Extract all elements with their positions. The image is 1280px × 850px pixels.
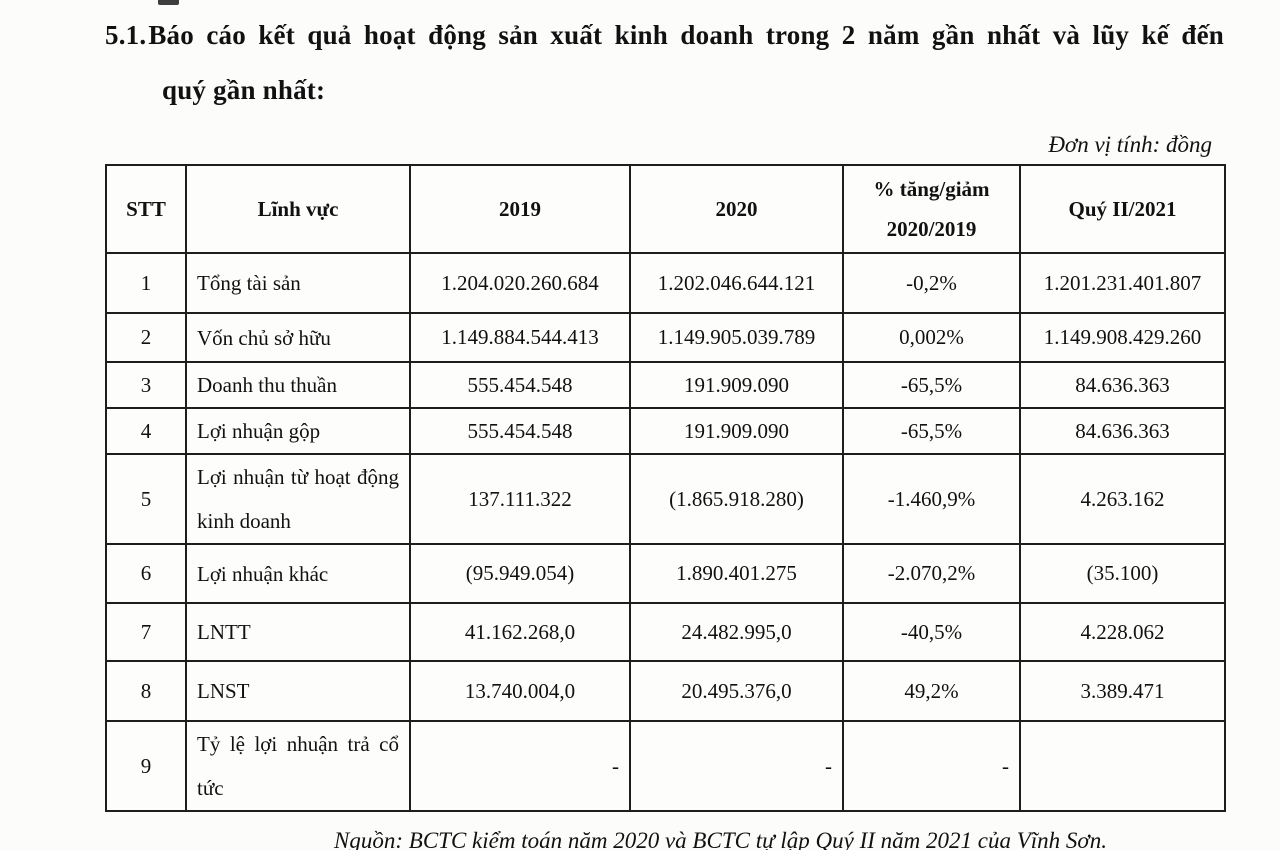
row-number-cell: 5	[105, 453, 187, 545]
row-number-cell: 4	[105, 407, 187, 455]
row-number-cell: 9	[105, 720, 187, 812]
table-row: 3 Doanh thu thuần 555.454.548 191.909.09…	[105, 361, 1226, 409]
table-row: 7 LNTT 41.162.268,0 24.482.995,0 -40,5% …	[105, 602, 1226, 662]
value-2019-cell: 1.204.020.260.684	[409, 252, 631, 314]
value-2019-cell: -	[409, 720, 631, 812]
field-label-cell: Lợi nhuận gộp	[185, 407, 411, 455]
column-header-q2-2021: Quý II/2021	[1019, 164, 1226, 254]
scan-artifact	[158, 0, 179, 5]
source-note: Nguồn: BCTC kiểm toán năm 2020 và BCTC t…	[334, 828, 1107, 850]
value-pct-cell: -40,5%	[842, 602, 1021, 662]
value-pct-cell: 49,2%	[842, 660, 1021, 722]
value-pct-cell: -1.460,9%	[842, 453, 1021, 545]
value-q2-cell: (35.100)	[1019, 543, 1226, 604]
value-2020-cell: 1.202.046.644.121	[629, 252, 844, 314]
unit-label: Đơn vị tính: đồng	[1048, 132, 1212, 157]
value-2019-cell: 555.454.548	[409, 407, 631, 455]
value-2020-cell: -	[629, 720, 844, 812]
row-number-cell: 1	[105, 252, 187, 314]
column-header-stt: STT	[105, 164, 187, 254]
value-2020-cell: 191.909.090	[629, 407, 844, 455]
value-q2-cell: 4.263.162	[1019, 453, 1226, 545]
value-2019-cell: 41.162.268,0	[409, 602, 631, 662]
value-2020-cell: 24.482.995,0	[629, 602, 844, 662]
table-header-row: STT Lĩnh vực 2019 2020 % tăng/giảm 2020/…	[105, 164, 1226, 254]
section-heading-text: Báo cáo kết quả hoạt động sản xuất kinh …	[148, 20, 1224, 50]
column-header-2020: 2020	[629, 164, 844, 254]
value-q2-cell: 1.149.908.429.260	[1019, 312, 1226, 363]
field-label-cell: Tổng tài sản	[185, 252, 411, 314]
row-number-cell: 6	[105, 543, 187, 604]
value-2019-cell: 555.454.548	[409, 361, 631, 409]
field-label-cell: Lợi nhuận từ hoạt động kinh doanh	[185, 453, 411, 545]
value-q2-cell: 3.389.471	[1019, 660, 1226, 722]
value-2020-cell: (1.865.918.280)	[629, 453, 844, 545]
value-2020-cell: 20.495.376,0	[629, 660, 844, 722]
table-row: 9 Tỷ lệ lợi nhuận trả cổ tức - - -	[105, 720, 1226, 812]
field-label-cell: Tỷ lệ lợi nhuận trả cổ tức	[185, 720, 411, 812]
table-row: 6 Lợi nhuận khác (95.949.054) 1.890.401.…	[105, 543, 1226, 604]
financial-results-table: STT Lĩnh vực 2019 2020 % tăng/giảm 2020/…	[105, 164, 1226, 812]
value-pct-cell: -2.070,2%	[842, 543, 1021, 604]
table-row: 2 Vốn chủ sở hữu 1.149.884.544.413 1.149…	[105, 312, 1226, 363]
value-pct-cell: -65,5%	[842, 407, 1021, 455]
column-header-pct-change: % tăng/giảm 2020/2019	[842, 164, 1021, 254]
value-2020-cell: 1.149.905.039.789	[629, 312, 844, 363]
value-2019-cell: 13.740.004,0	[409, 660, 631, 722]
row-number-cell: 2	[105, 312, 187, 363]
column-header-field: Lĩnh vực	[185, 164, 411, 254]
value-q2-cell: 4.228.062	[1019, 602, 1226, 662]
field-label-cell: LNTT	[185, 602, 411, 662]
table-row: 8 LNST 13.740.004,0 20.495.376,0 49,2% 3…	[105, 660, 1226, 722]
value-2019-cell: (95.949.054)	[409, 543, 631, 604]
table-row: 1 Tổng tài sản 1.204.020.260.684 1.202.0…	[105, 252, 1226, 314]
value-q2-cell: 1.201.231.401.807	[1019, 252, 1226, 314]
value-q2-cell	[1019, 720, 1226, 812]
column-header-2019: 2019	[409, 164, 631, 254]
value-q2-cell: 84.636.363	[1019, 361, 1226, 409]
value-pct-cell: 0,002%	[842, 312, 1021, 363]
field-label-cell: Lợi nhuận khác	[185, 543, 411, 604]
value-2020-cell: 191.909.090	[629, 361, 844, 409]
row-number-cell: 7	[105, 602, 187, 662]
section-heading-line1: 5.1.Báo cáo kết quả hoạt động sản xuất k…	[105, 8, 1224, 63]
table-row: 4 Lợi nhuận gộp 555.454.548 191.909.090 …	[105, 407, 1226, 455]
value-q2-cell: 84.636.363	[1019, 407, 1226, 455]
section-heading-line2: quý gần nhất:	[162, 75, 326, 105]
value-pct-cell: -0,2%	[842, 252, 1021, 314]
table-row: 5 Lợi nhuận từ hoạt động kinh doanh 137.…	[105, 453, 1226, 545]
value-pct-cell: -65,5%	[842, 361, 1021, 409]
section-heading: 5.1.Báo cáo kết quả hoạt động sản xuất k…	[105, 8, 1224, 118]
value-pct-cell: -	[842, 720, 1021, 812]
row-number-cell: 3	[105, 361, 187, 409]
value-2020-cell: 1.890.401.275	[629, 543, 844, 604]
row-number-cell: 8	[105, 660, 187, 722]
value-2019-cell: 1.149.884.544.413	[409, 312, 631, 363]
field-label-cell: Doanh thu thuần	[185, 361, 411, 409]
field-label-cell: LNST	[185, 660, 411, 722]
field-label-cell: Vốn chủ sở hữu	[185, 312, 411, 363]
value-2019-cell: 137.111.322	[409, 453, 631, 545]
section-number: 5.1.	[105, 20, 147, 50]
